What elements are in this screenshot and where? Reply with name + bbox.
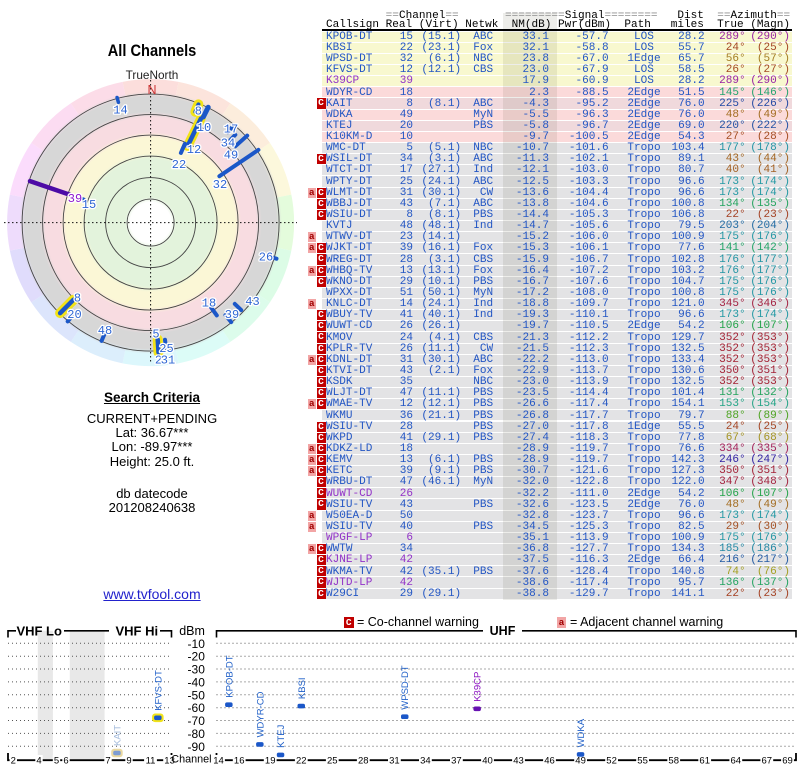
svg-text:46: 46 [544,756,555,767]
svg-text:-10: -10 [188,637,206,651]
svg-text:12: 12 [187,143,201,157]
svg-text:VHF Hi: VHF Hi [115,623,158,638]
svg-text:49: 49 [575,756,586,767]
svg-text:-50: -50 [188,688,206,702]
svg-text:-40: -40 [188,675,206,689]
svg-text:18: 18 [202,297,216,311]
svg-text:8: 8 [195,105,202,119]
svg-text:-20: -20 [188,650,206,664]
svg-text:37: 37 [451,756,462,767]
svg-text:Channel: Channel [171,754,211,766]
svg-text:55: 55 [637,756,648,767]
svg-text:13: 13 [164,756,175,767]
svg-text:49: 49 [224,149,238,163]
svg-text:-70: -70 [188,714,206,728]
svg-text:dBm: dBm [179,624,205,638]
svg-text:WPSD-DT: WPSD-DT [400,665,411,710]
svg-text:43: 43 [513,756,524,767]
svg-text:KFVS-DT: KFVS-DT [153,670,164,711]
svg-text:48: 48 [98,324,112,338]
svg-text:69: 69 [782,756,793,767]
svg-text:67: 67 [762,756,773,767]
svg-text:19: 19 [265,756,276,767]
svg-text:-30: -30 [188,663,206,677]
svg-text:25: 25 [327,756,338,767]
svg-text:64: 64 [731,756,742,767]
svg-text:K39CP: K39CP [473,672,484,702]
svg-text:VHF Lo: VHF Lo [16,623,62,638]
svg-text:14: 14 [213,756,224,767]
svg-text:22: 22 [296,756,307,767]
svg-text:31: 31 [161,354,175,368]
svg-text:52: 52 [606,756,617,767]
svg-text:WDKA: WDKA [576,718,587,747]
svg-text:-80: -80 [188,727,206,741]
svg-text:20: 20 [67,308,81,322]
svg-text:10: 10 [197,121,211,135]
svg-text:5: 5 [54,756,59,767]
svg-text:32: 32 [213,178,227,192]
svg-text:-90: -90 [188,740,206,754]
svg-text:16: 16 [234,756,245,767]
svg-text:39: 39 [68,192,82,206]
svg-text:KBSI: KBSI [297,677,308,699]
svg-text:61: 61 [699,756,710,767]
svg-text:6: 6 [63,756,68,767]
svg-text:39: 39 [225,308,239,322]
svg-text:KTEJ: KTEJ [276,724,287,747]
svg-text:25: 25 [159,342,173,356]
svg-text:2: 2 [155,354,162,368]
svg-text:26: 26 [259,251,273,265]
svg-text:22: 22 [172,158,186,172]
svg-text:34: 34 [420,756,431,767]
svg-text:7: 7 [105,756,110,767]
svg-text:4: 4 [36,756,41,767]
svg-text:2: 2 [11,756,16,767]
svg-text:34: 34 [221,137,235,151]
svg-text:KAIT: KAIT [113,725,124,746]
svg-text:8: 8 [74,292,81,306]
svg-text:31: 31 [389,756,400,767]
svg-text:UHF: UHF [490,624,516,638]
svg-text:17: 17 [224,123,238,137]
svg-text:WDYR-CD: WDYR-CD [255,691,266,737]
svg-text:58: 58 [668,756,679,767]
svg-text:-60: -60 [188,701,206,715]
svg-text:43: 43 [245,295,259,309]
svg-text:9: 9 [126,756,131,767]
svg-text:KPOB-DT: KPOB-DT [224,655,235,697]
svg-text:5: 5 [152,328,159,342]
svg-text:14: 14 [113,104,127,118]
svg-text:40: 40 [482,756,493,767]
svg-text:28: 28 [358,756,369,767]
svg-text:11: 11 [146,756,156,767]
svg-text:15: 15 [82,198,96,212]
